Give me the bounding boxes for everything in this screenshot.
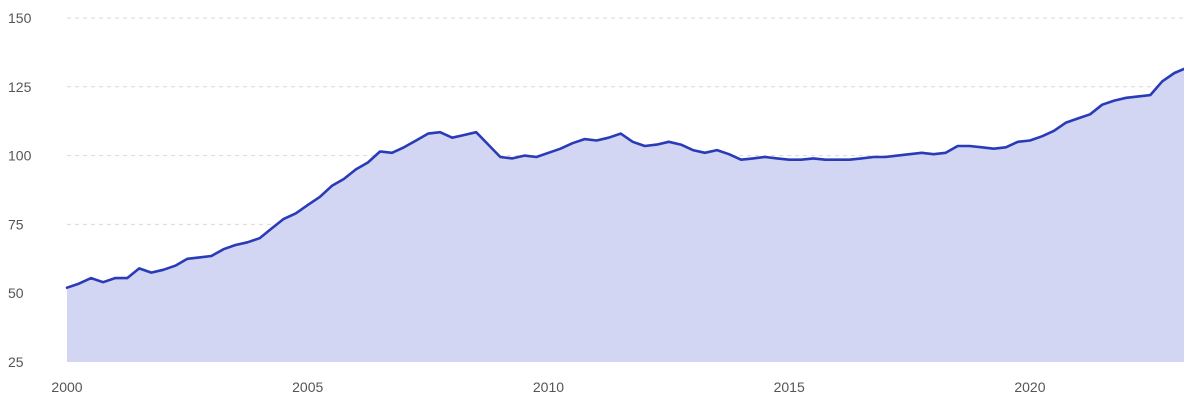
y-tick-label: 125 — [8, 79, 32, 95]
y-tick-label: 100 — [8, 148, 32, 164]
y-tick-label: 150 — [8, 10, 32, 26]
x-tick-label: 2015 — [774, 379, 805, 395]
y-tick-label: 50 — [8, 285, 24, 301]
series-area-fill — [67, 68, 1184, 363]
y-tick-label: 25 — [8, 354, 24, 370]
area-layer — [65, 67, 1184, 363]
series-line — [65, 67, 1184, 289]
x-tick-label: 2020 — [1014, 379, 1045, 395]
x-tick-label: 2010 — [533, 379, 564, 395]
x-axis: 2000 2005 2010 2015 2020 — [51, 379, 1045, 395]
x-tick-label: 2000 — [51, 379, 82, 395]
y-tick-label: 75 — [8, 216, 24, 232]
x-tick-label: 2005 — [292, 379, 323, 395]
y-axis: 25 50 75 100 125 150 — [8, 10, 32, 370]
